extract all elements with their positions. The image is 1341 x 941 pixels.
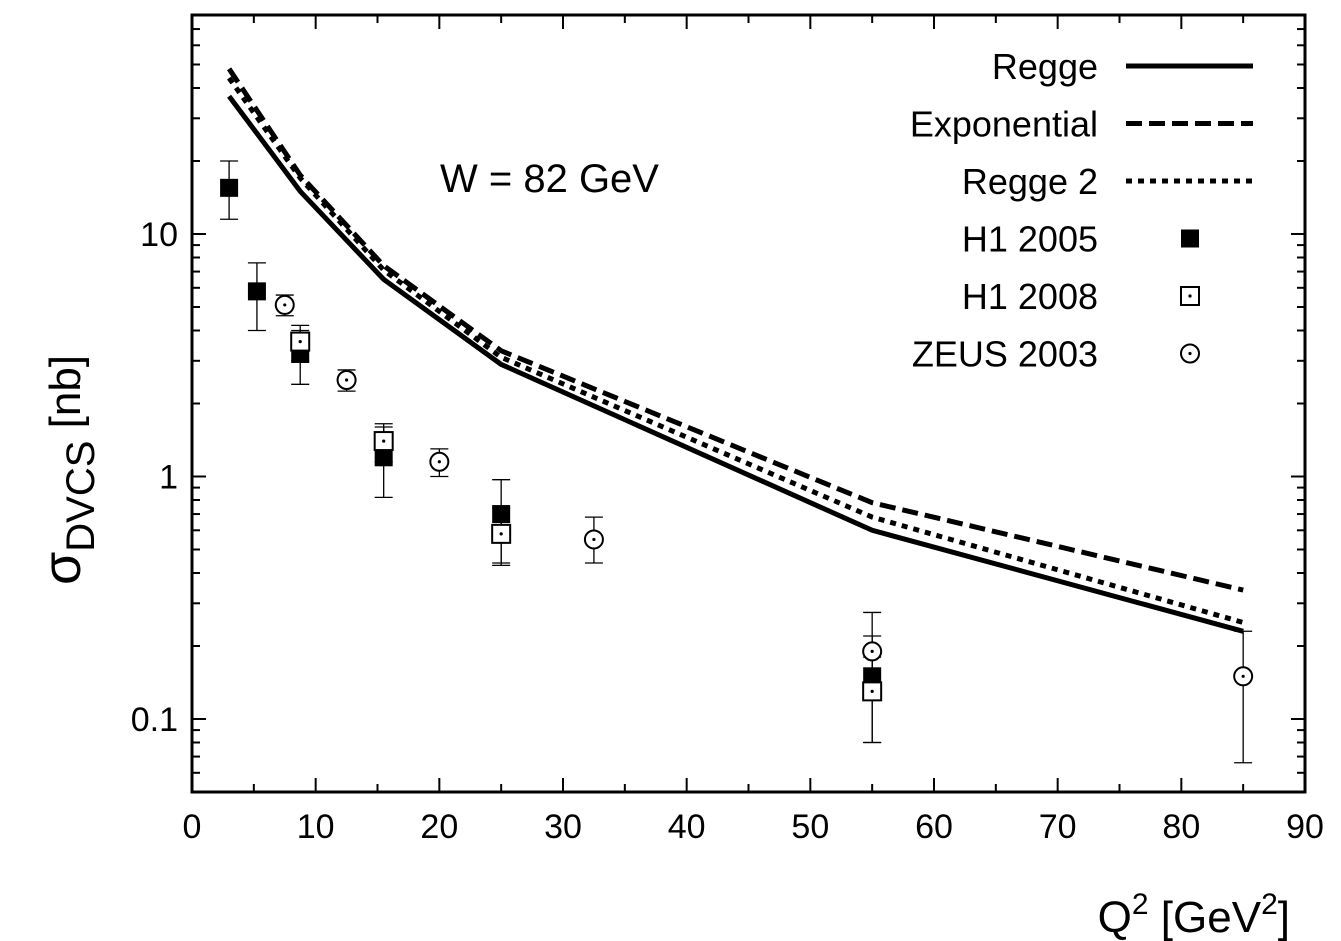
y-tick-label: 1 bbox=[159, 458, 178, 496]
marker-center-dot bbox=[344, 378, 349, 382]
marker-center-dot bbox=[382, 439, 386, 443]
x-tick-label: 0 bbox=[183, 808, 202, 846]
y-tick-label: 10 bbox=[140, 216, 178, 254]
x-axis-title: Q2 [GeV2] bbox=[1098, 888, 1290, 941]
legend-label: ZEUS 2003 bbox=[912, 334, 1098, 375]
marker-center-dot bbox=[1241, 674, 1245, 678]
x-tick-label: 40 bbox=[668, 808, 706, 846]
legend-label: Regge bbox=[992, 46, 1098, 87]
marker-center-dot bbox=[1188, 294, 1192, 298]
marker-center-dot bbox=[437, 460, 441, 464]
x-tick-label: 30 bbox=[544, 808, 582, 846]
y-tick-label: 0.1 bbox=[131, 701, 178, 739]
x-tick-label: 20 bbox=[420, 808, 458, 846]
x-tick-label: 60 bbox=[915, 808, 953, 846]
plot-frame bbox=[190, 13, 1307, 794]
x-tick-label: 10 bbox=[297, 808, 335, 846]
y-axis-title: σDVCS [nb] bbox=[32, 355, 103, 585]
x-tick-label: 90 bbox=[1286, 808, 1324, 846]
filled-square-marker bbox=[1181, 229, 1199, 248]
legend-label: Exponential bbox=[910, 104, 1098, 145]
series-line-dashed bbox=[227, 67, 1244, 593]
marker-center-dot bbox=[499, 532, 503, 536]
marker-center-dot bbox=[298, 339, 302, 344]
legend: Regge Exponential Regge 2 H1 2005 H1 2008 ZEU… bbox=[910, 46, 1253, 375]
x-tick-label: 80 bbox=[1162, 808, 1200, 846]
filled-square-marker bbox=[863, 667, 882, 686]
x-tick-label: 70 bbox=[1039, 808, 1077, 846]
marker-center-dot bbox=[592, 537, 596, 542]
legend-label: Regge 2 bbox=[962, 161, 1098, 202]
data-points bbox=[220, 160, 1254, 764]
filled-square-marker bbox=[220, 178, 239, 197]
filled-square-marker bbox=[374, 448, 393, 467]
legend-label: H1 2005 bbox=[962, 219, 1098, 260]
series-line-solid bbox=[227, 94, 1244, 634]
axis-ticks: 0 10 20 30 40 50 60 70 80 90 0.1 1 10 bbox=[131, 15, 1324, 846]
marker-center-dot bbox=[1188, 351, 1192, 356]
legend-label: H1 2008 bbox=[962, 276, 1098, 317]
x-tick-label: 50 bbox=[791, 808, 829, 846]
filled-square-marker bbox=[492, 505, 511, 524]
marker-center-dot bbox=[870, 689, 874, 693]
marker-center-dot bbox=[283, 303, 287, 307]
marker-center-dot bbox=[870, 649, 874, 654]
annotation-label: W = 82 GeV bbox=[440, 157, 659, 201]
series-lines bbox=[227, 67, 1244, 634]
filled-square-marker bbox=[247, 282, 266, 301]
